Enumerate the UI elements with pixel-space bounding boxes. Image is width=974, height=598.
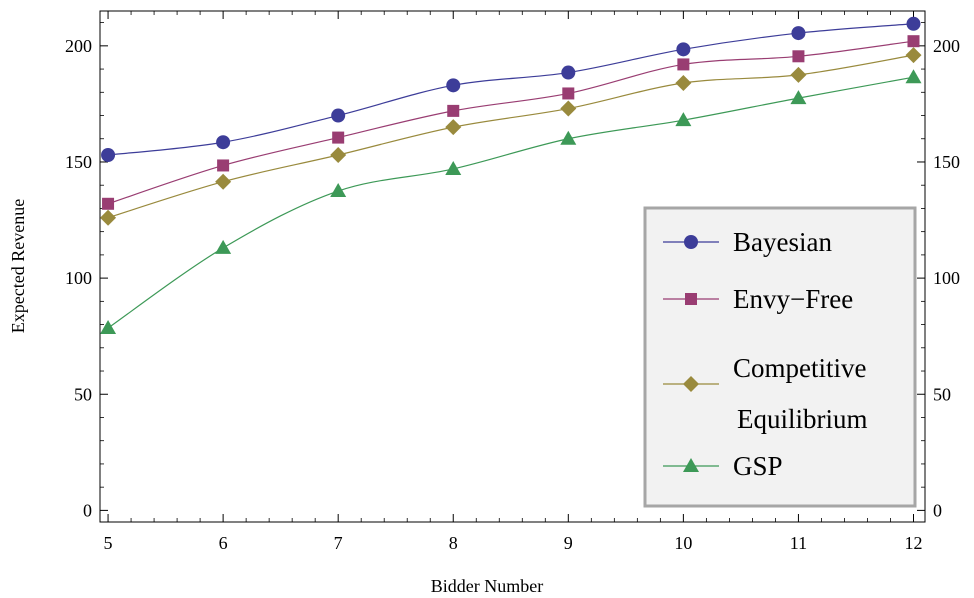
x-tick-label: 11: [790, 533, 807, 553]
data-point-diamond: [100, 209, 117, 226]
x-tick-label: 9: [564, 533, 573, 553]
y-tick-label-right: 50: [933, 384, 951, 404]
series-line-square: [107, 40, 914, 205]
data-point-triangle: [100, 320, 117, 335]
legend-label: GSP: [733, 451, 783, 481]
data-point-circle: [101, 148, 116, 163]
data-point-square: [102, 197, 115, 210]
x-tick-label: 12: [904, 533, 922, 553]
series-group: [100, 16, 922, 335]
data-point-square: [447, 104, 460, 117]
data-point-triangle: [560, 130, 577, 145]
data-point-triangle: [790, 90, 807, 105]
legend-marker-diamond: [683, 376, 699, 392]
x-tick-label: 6: [219, 533, 228, 553]
y-tick-label-right: 0: [933, 500, 942, 520]
data-point-diamond: [215, 173, 232, 190]
data-point-square: [332, 131, 345, 144]
data-point-triangle: [330, 183, 347, 198]
legend-marker-circle: [684, 235, 698, 249]
data-point-triangle: [675, 112, 692, 127]
legend-marker-square: [685, 293, 697, 305]
axis-ticks: 5 6 7 8 9 10 11 12 0 0 50 50 100 100 150 150 200 200: [65, 11, 960, 553]
y-tick-label-right: 200: [933, 36, 960, 56]
data-point-triangle: [905, 69, 922, 84]
y-tick-label-right: 150: [933, 152, 960, 172]
data-point-circle: [676, 42, 691, 57]
plot-frame: [99, 10, 926, 523]
data-point-circle: [791, 26, 806, 41]
data-point-circle: [216, 135, 231, 150]
y-tick-label-left: 50: [74, 384, 92, 404]
y-tick-label-left: 0: [83, 500, 92, 520]
x-tick-label: 7: [334, 533, 343, 553]
legend-label: Equilibrium: [737, 404, 868, 434]
data-point-square: [792, 50, 805, 63]
data-point-square: [907, 35, 920, 48]
legend-label: Competitive: [733, 353, 867, 383]
x-tick-label: 5: [104, 533, 113, 553]
data-point-circle: [906, 16, 921, 31]
data-point-square: [562, 87, 575, 100]
data-point-diamond: [560, 100, 577, 117]
data-point-diamond: [675, 75, 692, 92]
x-tick-label: 8: [449, 533, 458, 553]
data-point-square: [217, 159, 230, 172]
data-point-diamond: [330, 147, 347, 164]
data-point-circle: [446, 78, 461, 93]
y-tick-label-left: 150: [65, 152, 92, 172]
data-point-diamond: [445, 119, 462, 136]
legend-label: Bayesian: [733, 227, 832, 257]
series-line-circle: [107, 23, 914, 156]
legend: Bayesian Envy−Free Competitive Equilibrium G…: [643, 206, 917, 508]
data-point-triangle: [215, 239, 232, 254]
x-axis-label: Bidder Number: [431, 576, 543, 596]
y-tick-label-left: 200: [65, 36, 92, 56]
legend-marker-triangle: [683, 458, 699, 472]
y-tick-label-right: 100: [933, 268, 960, 288]
data-point-square: [677, 58, 690, 71]
data-point-circle: [561, 65, 576, 80]
data-point-diamond: [905, 47, 922, 64]
y-axis-label: Expected Revenue: [8, 199, 28, 333]
series-line-triangle: [107, 76, 914, 329]
data-point-diamond: [790, 66, 807, 83]
data-point-triangle: [445, 160, 462, 175]
data-point-circle: [331, 108, 346, 123]
legend-box: [643, 206, 917, 508]
series-line-diamond: [107, 54, 914, 219]
legend-label: Envy−Free: [733, 284, 853, 314]
y-tick-label-left: 100: [65, 268, 92, 288]
x-tick-label: 10: [674, 533, 692, 553]
